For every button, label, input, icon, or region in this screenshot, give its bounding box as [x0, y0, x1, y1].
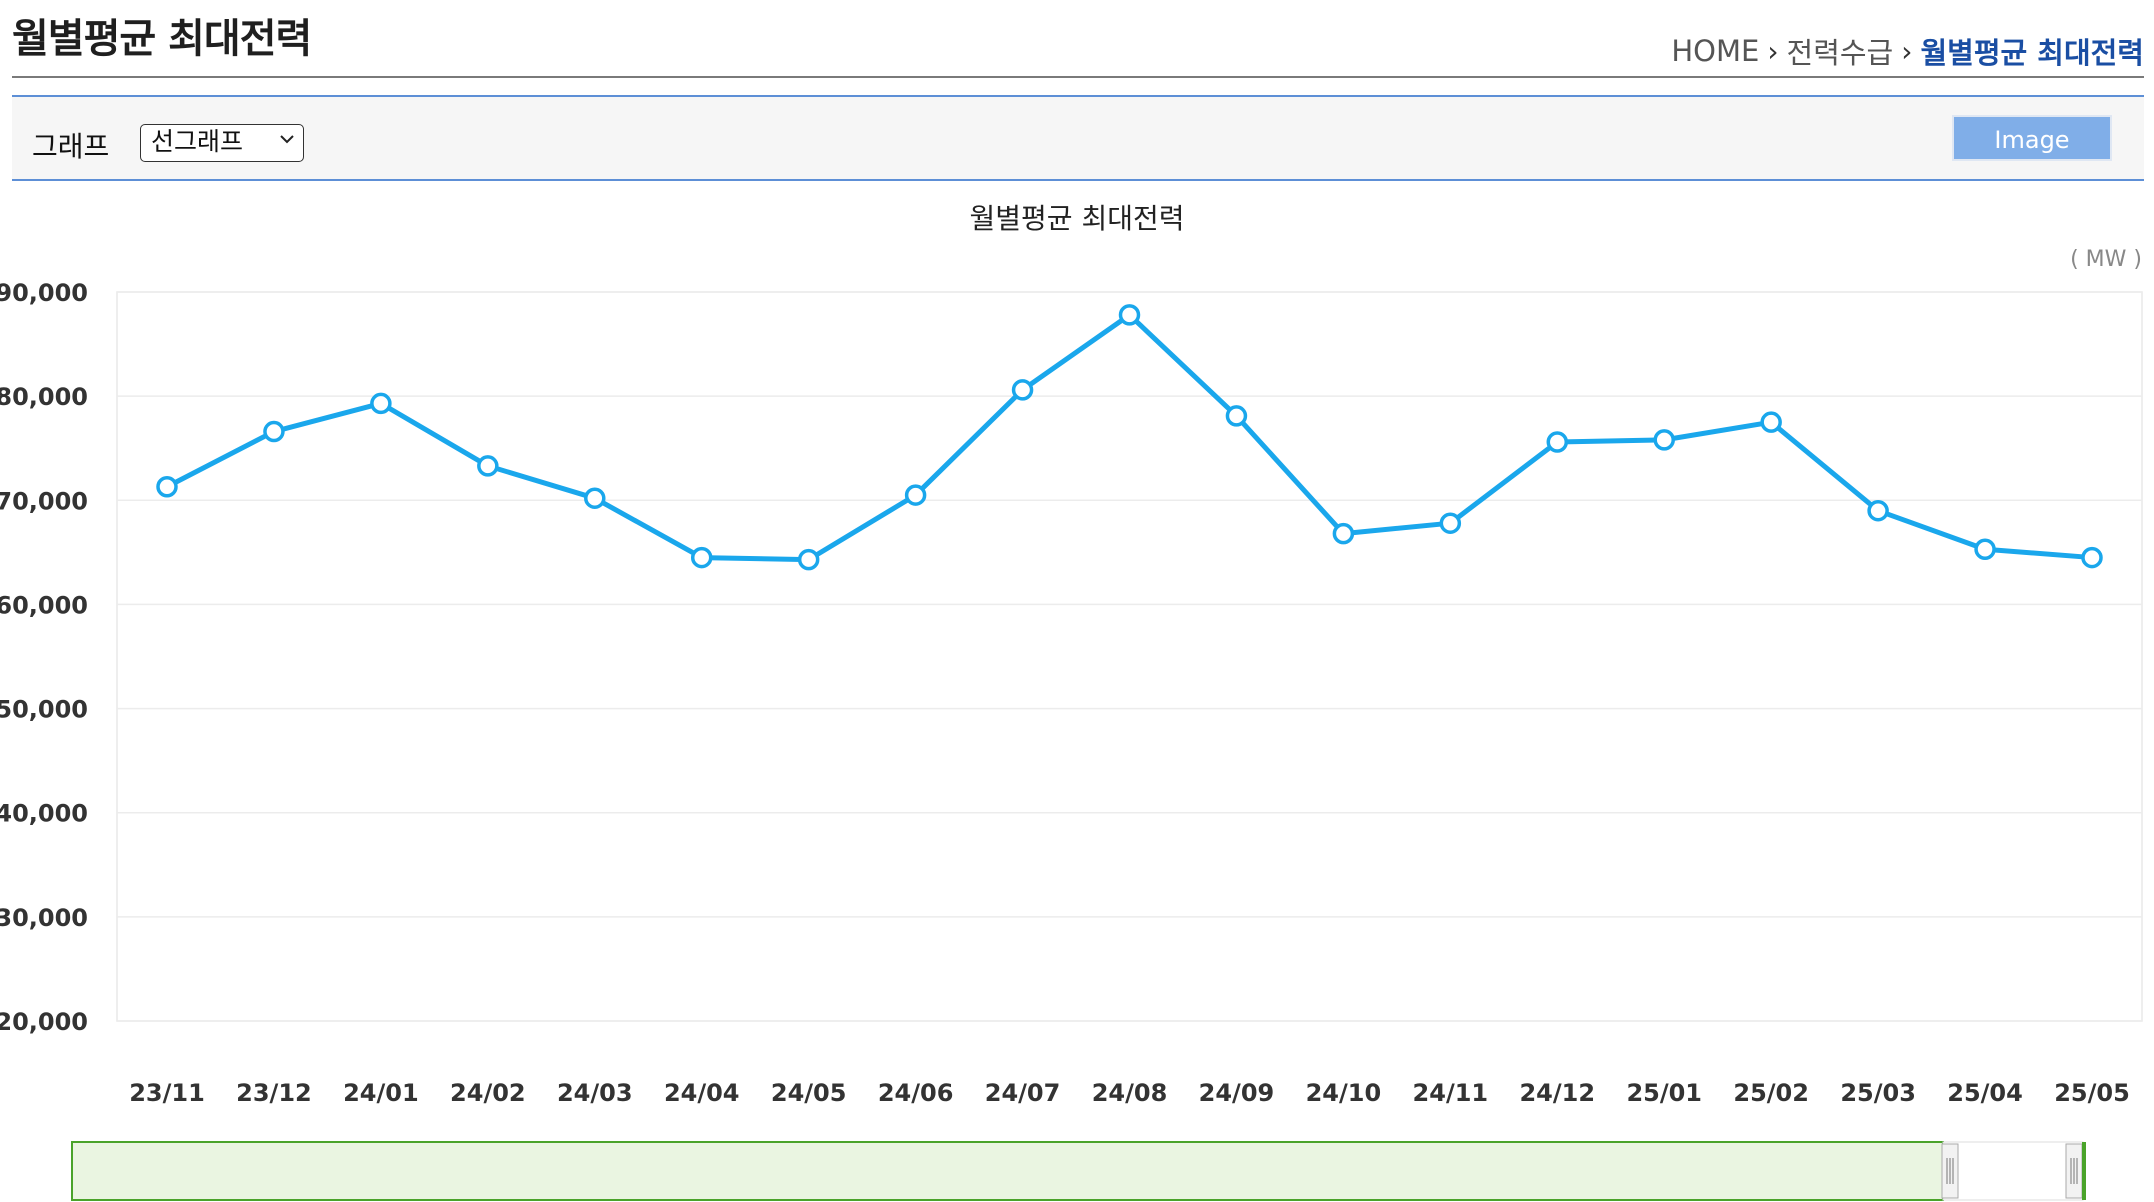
data-point[interactable] [2081, 546, 2103, 569]
graph-type-value: 선그래프 [151, 127, 244, 156]
y-tick-label: 30,000 [0, 904, 88, 932]
data-point[interactable] [156, 475, 178, 498]
chevron-down-icon [280, 135, 294, 144]
x-tick-label: 25/01 [1626, 1079, 1702, 1107]
data-point[interactable] [1867, 499, 1889, 522]
x-tick-label: 25/02 [1733, 1079, 1809, 1107]
x-tick-label: 24/06 [878, 1079, 954, 1107]
data-point[interactable] [263, 420, 285, 443]
data-point[interactable] [1760, 411, 1782, 433]
data-point[interactable] [1974, 538, 1996, 560]
data-point[interactable] [690, 546, 713, 569]
series-1 [156, 304, 2103, 571]
page-title: 월별평균 최대전력 [12, 16, 312, 62]
data-point[interactable] [584, 487, 606, 509]
navigator-selected-range[interactable] [71, 1141, 1944, 1201]
x-tick-label: 24/05 [771, 1079, 847, 1107]
data-point[interactable] [1439, 512, 1462, 534]
data-point[interactable] [904, 484, 927, 506]
y-tick-label: 90,000 [0, 279, 88, 307]
x-tick-label: 25/04 [1947, 1079, 2023, 1107]
image-export-button[interactable]: Image [1952, 115, 2112, 161]
x-tick-label: 25/05 [2054, 1079, 2130, 1107]
data-point[interactable] [1011, 379, 1034, 401]
x-tick-label: 24/10 [1306, 1079, 1382, 1107]
x-tick-label: 23/11 [129, 1079, 205, 1107]
breadcrumb-section[interactable]: 전력수급 [1786, 36, 1894, 70]
x-tick-label: 24/12 [1519, 1079, 1595, 1107]
breadcrumb-home[interactable]: HOME [1671, 34, 1760, 68]
chevron-right-icon: › [1767, 34, 1779, 68]
breadcrumb: HOME › 전력수급 › 월별평균 최대전력 [1671, 30, 2144, 72]
chart-toolbar: 그래프 선그래프 Image [12, 95, 2144, 181]
x-axis: 23/11 23/12 24/01 24/02 24/03 24/04 24/05 24/06… [129, 1079, 2130, 1107]
grid-lines [117, 291, 2142, 1022]
plot-area [116, 291, 2143, 1022]
graph-type-label: 그래프 [32, 130, 110, 163]
y-tick-label: 60,000 [0, 591, 88, 619]
y-tick-label: 40,000 [0, 800, 88, 828]
x-tick-label: 24/02 [450, 1079, 526, 1107]
navigator-unselected-range [1942, 1141, 2084, 1201]
data-point[interactable] [1332, 522, 1355, 545]
y-tick-label: 20,000 [0, 1008, 88, 1036]
data-point[interactable] [477, 455, 499, 477]
chevron-right-icon: › [1901, 34, 1913, 68]
x-tick-label: 24/01 [343, 1079, 419, 1107]
x-tick-label: 24/11 [1413, 1079, 1489, 1107]
x-tick-label: 25/03 [1840, 1079, 1916, 1107]
y-tick-label: 80,000 [0, 383, 88, 411]
x-tick-label: 24/08 [1092, 1079, 1168, 1107]
x-tick-label: 24/09 [1199, 1079, 1275, 1107]
range-navigator[interactable] [71, 1141, 2086, 1201]
data-point[interactable] [1653, 429, 1675, 451]
data-point[interactable] [1546, 431, 1569, 453]
title-divider [12, 76, 2144, 78]
x-tick-label: 24/04 [664, 1079, 740, 1107]
data-point[interactable] [797, 548, 820, 571]
x-tick-label: 23/12 [236, 1079, 312, 1107]
data-point[interactable] [1225, 405, 1248, 427]
graph-type-select[interactable]: 선그래프 [140, 124, 304, 162]
y-tick-label: 50,000 [0, 696, 88, 724]
x-tick-label: 24/03 [557, 1079, 633, 1107]
x-tick-label: 24/07 [985, 1079, 1061, 1107]
data-point[interactable] [370, 392, 392, 415]
y-tick-label: 70,000 [0, 487, 88, 515]
unit-label: ( MW ) [2070, 247, 2142, 272]
breadcrumb-current: 월별평균 최대전력 [1920, 36, 2144, 70]
y-axis: 20,000 30,000 40,000 50,000 60,000 70,000 80,0… [0, 279, 88, 1036]
chart-title: 월별평균 최대전력 [970, 202, 1185, 235]
data-point[interactable] [1118, 304, 1141, 326]
line-chart: 월별평균 최대전력 ( MW ) 20,000 30,000 40,000 50,00… [0, 202, 2143, 1201]
plot-background [116, 291, 2143, 1022]
navigator-handle[interactable] [1941, 1143, 1959, 1199]
navigator-handle[interactable] [2065, 1143, 2083, 1199]
